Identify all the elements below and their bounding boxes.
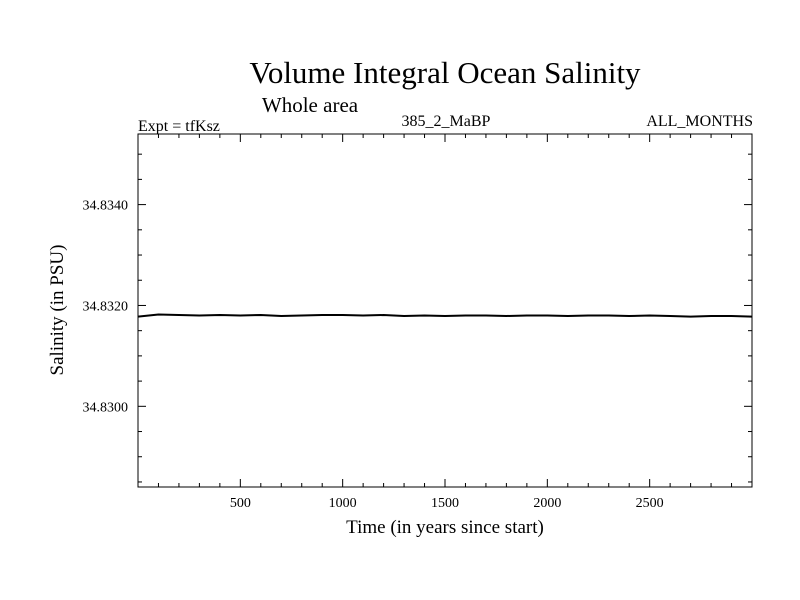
x-tick-label: 500 bbox=[230, 496, 251, 511]
y-axis-label: Salinity (in PSU) bbox=[47, 245, 68, 376]
x-tick-label: 1000 bbox=[329, 496, 357, 511]
salinity-series-line bbox=[137, 313, 753, 318]
experiment-label: Expt = tfKsz bbox=[138, 118, 220, 135]
x-axis-label: Time (in years since start) bbox=[346, 517, 544, 538]
x-axis-tick-labels: 500 1000 1500 2000 2500 bbox=[230, 496, 664, 511]
y-axis-ticks bbox=[138, 153, 752, 483]
y-tick-label: 34.8340 bbox=[83, 199, 129, 214]
x-tick-label: 2000 bbox=[533, 496, 561, 511]
chart-title: Volume Integral Ocean Salinity bbox=[249, 55, 641, 90]
y-tick-label: 34.8320 bbox=[83, 299, 129, 314]
months-label: ALL_MONTHS bbox=[646, 113, 753, 130]
x-tick-label: 2500 bbox=[636, 496, 664, 511]
y-axis-tick-labels: 34.8300 34.8320 34.8340 bbox=[83, 199, 129, 416]
x-tick-label: 1500 bbox=[431, 496, 459, 511]
y-tick-label: 34.8300 bbox=[83, 400, 129, 415]
x-axis-ticks bbox=[157, 134, 733, 487]
chart-subtitle: Whole area bbox=[262, 93, 359, 117]
run-label: 385_2_MaBP bbox=[402, 113, 491, 130]
